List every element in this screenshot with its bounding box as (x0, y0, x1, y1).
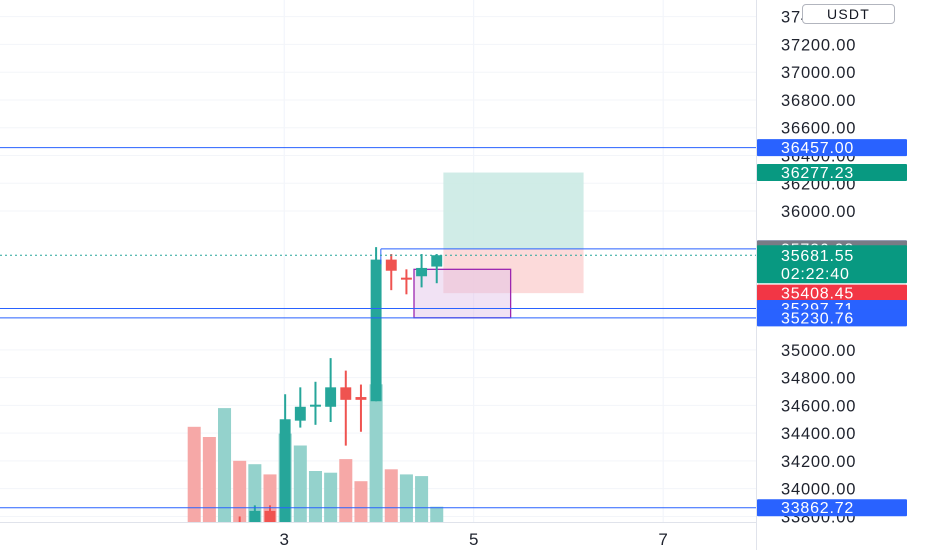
drawings[interactable] (413, 172, 584, 319)
candle-body (431, 255, 443, 267)
candle-body (400, 277, 412, 280)
price-tag-label: 35408.45 (781, 286, 854, 303)
price-tag-label: 36277.23 (781, 165, 854, 182)
candle-body (325, 387, 337, 407)
level-lines[interactable] (0, 147, 756, 509)
price-tag (757, 284, 907, 302)
time-tick-label: 5 (469, 530, 478, 549)
candle-body (416, 267, 428, 277)
price-tag (757, 499, 907, 517)
price-tick-label: 37200.00 (781, 36, 856, 54)
currency-button[interactable]: USDT (802, 4, 895, 24)
candle-body (355, 397, 367, 400)
candle-body (279, 419, 291, 522)
volume-bar (339, 459, 353, 522)
long-position-stop-zone[interactable] (443, 248, 584, 294)
volume-bar (202, 437, 216, 522)
volume-bar (399, 474, 413, 522)
time-tick-label: 3 (279, 530, 288, 549)
candle-body (385, 259, 397, 271)
candle-body (249, 510, 261, 522)
long-position-profit-zone[interactable] (443, 172, 584, 249)
price-tag-label: 35230.76 (781, 310, 854, 327)
volume-bar (415, 476, 429, 522)
current-price-tag (757, 245, 907, 284)
price-tick-label: 36800.00 (781, 92, 856, 110)
price-tags: 36457.0036277.2335727.0035726.9835408.45… (757, 139, 907, 517)
volume-bar (293, 445, 307, 522)
price-tag-label: 36457.00 (781, 140, 854, 157)
price-tick-label: 34400.00 (781, 425, 856, 443)
bar-countdown-label: 02:22:40 (781, 266, 850, 283)
volume-bar (324, 472, 338, 522)
volume-bar (308, 471, 322, 522)
price-tick-label: 35000.00 (781, 342, 856, 360)
price-tick-label: 34600.00 (781, 397, 856, 415)
candle-body (370, 259, 382, 402)
price-tag (757, 139, 907, 157)
price-tag (757, 309, 907, 327)
candle-body (294, 406, 306, 421)
candle-body (310, 404, 321, 407)
volume-bar (218, 408, 232, 522)
price-tag-label: 33862.72 (781, 500, 854, 517)
volume-bar (354, 481, 368, 522)
volume-bar (233, 460, 247, 522)
volume-bar (369, 384, 383, 522)
time-tick-label: 7 (658, 530, 667, 549)
price-tick-label: 34000.00 (781, 481, 856, 499)
candle-body (264, 510, 276, 524)
volume-bar (263, 474, 277, 522)
candle-body (340, 387, 352, 400)
price-tag (757, 164, 907, 182)
rectangle-drawing[interactable] (413, 268, 512, 319)
volume-bar (187, 426, 201, 522)
current-price-label: 35681.55 (781, 248, 854, 265)
time-axis-background (0, 522, 756, 550)
price-tick-label: 37000.00 (781, 64, 856, 82)
price-tick-label: 36600.00 (781, 120, 856, 138)
time-axis[interactable]: 3 5 7 (0, 522, 756, 550)
price-tick-label: 34200.00 (781, 453, 856, 471)
volume-bar (384, 469, 398, 522)
volume-bar (430, 506, 444, 522)
price-tick-label: 34800.00 (781, 370, 856, 388)
price-tick-label: 36000.00 (781, 203, 856, 221)
